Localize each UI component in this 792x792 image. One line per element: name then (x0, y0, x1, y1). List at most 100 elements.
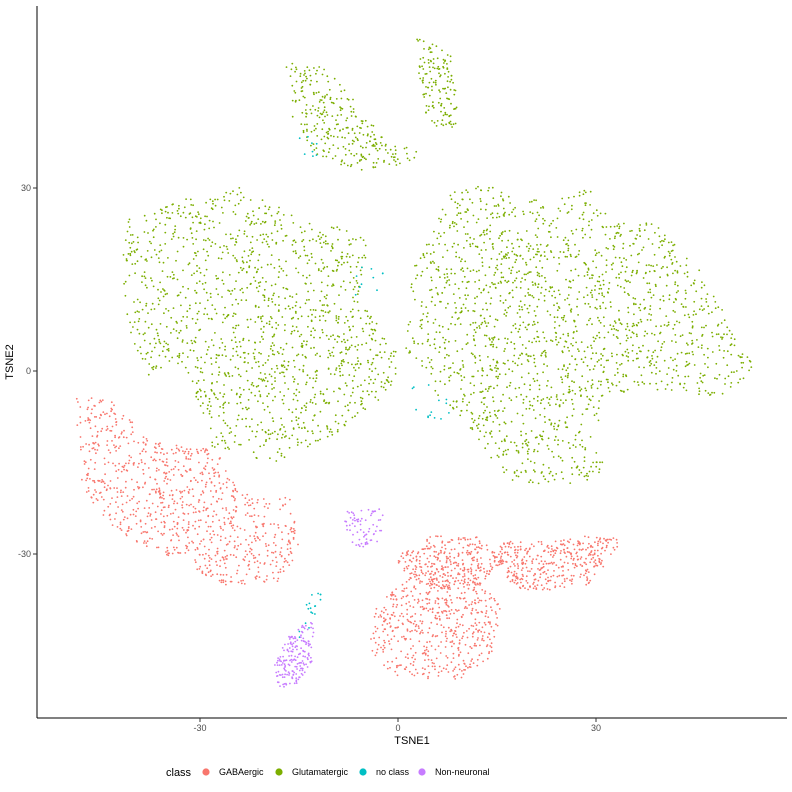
scatter-point (470, 612, 473, 615)
scatter-point (438, 331, 441, 334)
scatter-point (344, 405, 347, 408)
scatter-point (206, 299, 209, 302)
scatter-point (309, 443, 311, 446)
scatter-point (242, 261, 245, 264)
scatter-point (424, 659, 426, 661)
scatter-point (158, 261, 161, 264)
scatter-point (422, 68, 425, 70)
scatter-point (443, 231, 446, 234)
scatter-point (437, 602, 440, 605)
scatter-point (451, 126, 453, 128)
scatter-point (422, 313, 425, 315)
scatter-point (431, 662, 434, 664)
scatter-point (148, 507, 151, 509)
scatter-point (466, 404, 468, 406)
scatter-point (260, 335, 263, 338)
scatter-point (450, 569, 453, 572)
scatter-point (336, 341, 339, 343)
scatter-point (433, 662, 435, 665)
scatter-point (583, 460, 586, 462)
scatter-point (481, 265, 484, 267)
scatter-point (517, 357, 520, 360)
scatter-point (322, 241, 325, 244)
scatter-point (588, 398, 591, 401)
scatter-point (521, 567, 524, 569)
scatter-point (386, 660, 389, 663)
scatter-point (237, 324, 240, 327)
scatter-point (452, 634, 454, 637)
scatter-point (240, 191, 242, 194)
scatter-point (437, 671, 440, 674)
scatter-point (587, 380, 589, 383)
scatter-point (545, 245, 548, 248)
scatter-point (271, 239, 274, 241)
scatter-point (314, 380, 317, 383)
scatter-point (138, 486, 141, 489)
scatter-point (407, 657, 409, 660)
scatter-point (421, 360, 423, 362)
scatter-point (261, 277, 264, 279)
scatter-point (160, 366, 162, 369)
scatter-point (197, 359, 199, 362)
scatter-point (150, 256, 153, 259)
scatter-point (350, 336, 353, 339)
scatter-point (453, 242, 455, 245)
scatter-point (155, 470, 158, 472)
scatter-point (228, 432, 231, 434)
scatter-point (392, 598, 395, 601)
scatter-point (496, 212, 499, 215)
scatter-point (447, 541, 449, 544)
scatter-point (349, 271, 352, 274)
scatter-point (538, 569, 541, 571)
scatter-point (352, 387, 355, 390)
scatter-point (317, 439, 319, 442)
scatter-point (368, 382, 370, 385)
scatter-point (394, 149, 397, 152)
scatter-point (225, 573, 228, 576)
scatter-point (549, 314, 552, 316)
scatter-point (493, 635, 496, 638)
scatter-point (550, 386, 553, 389)
scatter-point (184, 552, 187, 554)
scatter-point (424, 649, 426, 652)
scatter-point (448, 552, 451, 555)
scatter-point (500, 563, 503, 565)
scatter-point (671, 249, 674, 252)
scatter-point (448, 541, 451, 543)
scatter-point (236, 392, 238, 395)
scatter-point (505, 469, 508, 471)
scatter-point (610, 305, 612, 308)
scatter-point (197, 452, 200, 455)
scatter-point (273, 536, 276, 539)
scatter-point (140, 255, 143, 258)
scatter-point (220, 498, 223, 501)
scatter-point (380, 615, 383, 618)
scatter-point (336, 430, 339, 433)
scatter-point (156, 332, 159, 335)
scatter-point (282, 348, 285, 351)
scatter-point (279, 508, 281, 511)
scatter-point (248, 266, 251, 269)
scatter-point (481, 589, 484, 591)
scatter-point (291, 99, 294, 102)
scatter-point (443, 62, 445, 64)
scatter-point (167, 343, 169, 346)
scatter-point (316, 80, 318, 83)
scatter-point (202, 248, 205, 251)
scatter-point (504, 309, 507, 312)
scatter-point (217, 374, 220, 376)
scatter-point (190, 339, 193, 342)
scatter-point (340, 285, 342, 288)
scatter-point (532, 377, 535, 380)
scatter-point (306, 445, 309, 448)
scatter-point (344, 289, 347, 291)
scatter-point (513, 570, 516, 573)
scatter-point (213, 226, 215, 229)
scatter-point (597, 380, 600, 383)
scatter-point (621, 265, 624, 268)
scatter-point (461, 551, 464, 554)
scatter-point (322, 267, 325, 270)
scatter-point (185, 531, 187, 534)
scatter-point (430, 587, 432, 590)
scatter-point (166, 478, 169, 480)
